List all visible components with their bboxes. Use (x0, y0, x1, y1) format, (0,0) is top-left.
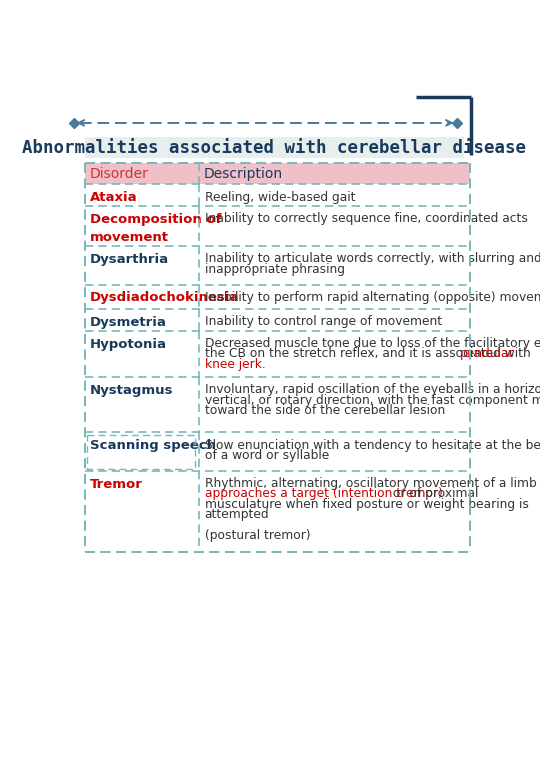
Text: Scanning speech: Scanning speech (90, 439, 216, 452)
Text: toward the side of the cerebellar lesion: toward the side of the cerebellar lesion (205, 404, 445, 417)
FancyBboxPatch shape (85, 136, 464, 158)
Text: the CB on the stretch reflex, and it is associated with: the CB on the stretch reflex, and it is … (205, 347, 534, 360)
Text: Tremor: Tremor (90, 478, 143, 491)
Text: Reeling, wide-based gait: Reeling, wide-based gait (205, 190, 355, 204)
Text: or of proximal: or of proximal (389, 488, 478, 501)
Text: (postural tremor): (postural tremor) (205, 529, 310, 542)
Text: pendular: pendular (460, 347, 515, 360)
Text: Description: Description (204, 168, 283, 182)
Text: Inability to perform rapid alternating (opposite) movements: Inability to perform rapid alternating (… (205, 291, 540, 303)
Text: Inability to control range of movement: Inability to control range of movement (205, 315, 442, 328)
Text: Abnormalities associated with cerebellar disease: Abnormalities associated with cerebellar… (23, 140, 526, 158)
Text: Involuntary, rapid oscillation of the eyeballs in a horizontal,: Involuntary, rapid oscillation of the ey… (205, 383, 540, 396)
Text: Slow enunciation with a tendency to hesitate at the beginning: Slow enunciation with a tendency to hesi… (205, 438, 540, 452)
Text: Hypotonia: Hypotonia (90, 338, 167, 351)
Text: Decomposition of
movement: Decomposition of movement (90, 213, 221, 244)
Text: Dysmetria: Dysmetria (90, 316, 167, 329)
Text: of a word or syllable: of a word or syllable (205, 449, 329, 462)
Text: Ataxia: Ataxia (90, 191, 138, 204)
Text: musculature when fixed posture or weight bearing is: musculature when fixed posture or weight… (205, 498, 529, 511)
Text: approaches a target (intention tremor): approaches a target (intention tremor) (205, 488, 443, 501)
Text: Rhythmic, alternating, oscillatory movement of a limb as it: Rhythmic, alternating, oscillatory movem… (205, 477, 540, 490)
FancyBboxPatch shape (85, 163, 470, 184)
Text: knee jerk.: knee jerk. (205, 358, 266, 370)
Text: Decreased muscle tone due to loss of the facilitatory effect of: Decreased muscle tone due to loss of the… (205, 337, 540, 350)
Text: Inability to articulate words correctly, with slurring and: Inability to articulate words correctly,… (205, 252, 540, 265)
Text: Disorder: Disorder (89, 168, 148, 182)
Text: Nystagmus: Nystagmus (90, 384, 173, 397)
Text: attempted: attempted (205, 509, 269, 521)
Text: Inability to correctly sequence fine, coordinated acts: Inability to correctly sequence fine, co… (205, 212, 528, 225)
Text: Dysarthria: Dysarthria (90, 253, 169, 266)
Text: inappropriate phrasing: inappropriate phrasing (205, 263, 345, 275)
Text: vertical, or rotary direction, with the fast component maximal: vertical, or rotary direction, with the … (205, 394, 540, 406)
Text: Dysdiadochokinesia: Dysdiadochokinesia (90, 292, 239, 304)
